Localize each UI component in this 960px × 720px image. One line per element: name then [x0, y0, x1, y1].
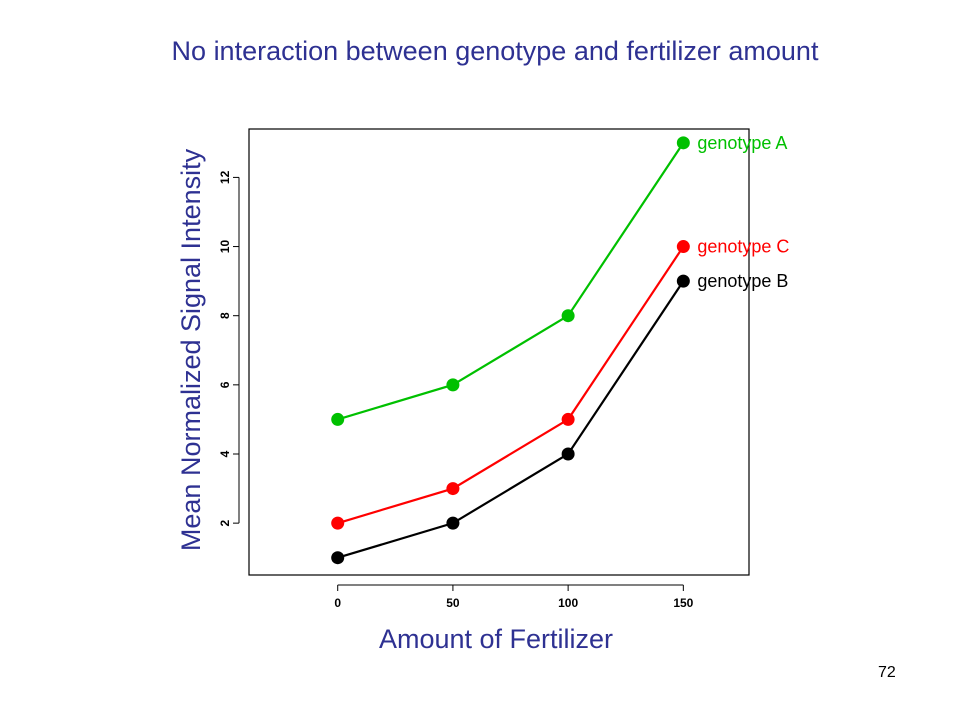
data-point-genotype-a [676, 136, 690, 150]
data-point-genotype-a [561, 309, 575, 323]
y-tick-label: 8 [218, 312, 232, 319]
x-tick-label: 100 [558, 596, 578, 610]
series-line-genotype-c [337, 245, 685, 525]
y-tick-label: 4 [218, 450, 232, 457]
data-point-genotype-b [446, 516, 460, 530]
data-point-genotype-b [331, 551, 345, 565]
x-tick-label: 0 [334, 596, 341, 610]
series-label-genotype-a: genotype A [697, 133, 787, 153]
y-tick-label: 6 [218, 381, 232, 388]
y-axis-title: Mean Normalized Signal Intensity [176, 148, 206, 551]
data-point-genotype-a [331, 412, 345, 426]
x-tick-label: 150 [673, 596, 693, 610]
series-label-genotype-c: genotype C [697, 237, 789, 257]
x-axis-title: Amount of Fertilizer [379, 624, 613, 654]
x-tick-label: 50 [446, 596, 460, 610]
y-tick-label: 10 [218, 240, 232, 254]
data-point-genotype-c [331, 516, 345, 530]
series-line-genotype-b [337, 280, 685, 559]
data-point-genotype-b [676, 274, 690, 288]
data-point-genotype-c [561, 412, 575, 426]
data-point-genotype-c [676, 240, 690, 254]
plot-frame [248, 128, 750, 576]
data-point-genotype-b [561, 447, 575, 461]
data-point-genotype-c [446, 482, 460, 496]
slide-title: No interaction between genotype and fert… [171, 36, 819, 66]
data-point-genotype-a [446, 378, 460, 392]
page-number: 72 [878, 664, 896, 681]
series-label-genotype-b: genotype B [697, 271, 788, 291]
y-tick-label: 12 [218, 170, 232, 184]
y-tick-label: 2 [218, 519, 232, 526]
series-line-genotype-a [337, 142, 685, 421]
